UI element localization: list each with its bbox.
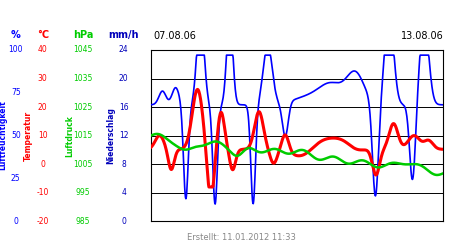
Text: 10: 10	[38, 131, 48, 140]
Text: 50: 50	[11, 131, 21, 140]
Text: Luftfeuchtigkeit: Luftfeuchtigkeit	[0, 101, 7, 170]
Text: 20: 20	[38, 102, 48, 112]
Text: °C: °C	[37, 30, 49, 40]
Text: 20: 20	[119, 74, 129, 83]
Text: 0: 0	[122, 217, 126, 226]
Text: 16: 16	[119, 102, 129, 112]
Text: 0: 0	[40, 160, 45, 169]
Text: Luftdruck: Luftdruck	[65, 115, 74, 156]
Text: 1025: 1025	[74, 102, 93, 112]
Text: 40: 40	[38, 46, 48, 54]
Text: 24: 24	[119, 46, 129, 54]
Text: 4: 4	[122, 188, 126, 197]
Text: hPa: hPa	[73, 30, 94, 40]
Text: 25: 25	[11, 174, 21, 183]
Text: mm/h: mm/h	[108, 30, 139, 40]
Text: 1015: 1015	[74, 131, 93, 140]
Text: 0: 0	[14, 217, 18, 226]
Text: Erstellt: 11.01.2012 11:33: Erstellt: 11.01.2012 11:33	[187, 234, 296, 242]
Text: 1045: 1045	[73, 46, 93, 54]
Text: 13.08.06: 13.08.06	[400, 31, 443, 41]
Text: 30: 30	[38, 74, 48, 83]
Text: -10: -10	[36, 188, 49, 197]
Text: 100: 100	[9, 46, 23, 54]
Text: 995: 995	[76, 188, 90, 197]
Text: 985: 985	[76, 217, 90, 226]
Text: 1035: 1035	[73, 74, 93, 83]
Text: 8: 8	[122, 160, 126, 169]
Text: Temperatur: Temperatur	[23, 110, 32, 161]
Text: Niederschlag: Niederschlag	[106, 107, 115, 164]
Text: -20: -20	[36, 217, 49, 226]
Text: 12: 12	[119, 131, 129, 140]
Text: %: %	[11, 30, 21, 40]
Text: 1005: 1005	[73, 160, 93, 169]
Text: 07.08.06: 07.08.06	[153, 31, 196, 41]
Text: 75: 75	[11, 88, 21, 97]
